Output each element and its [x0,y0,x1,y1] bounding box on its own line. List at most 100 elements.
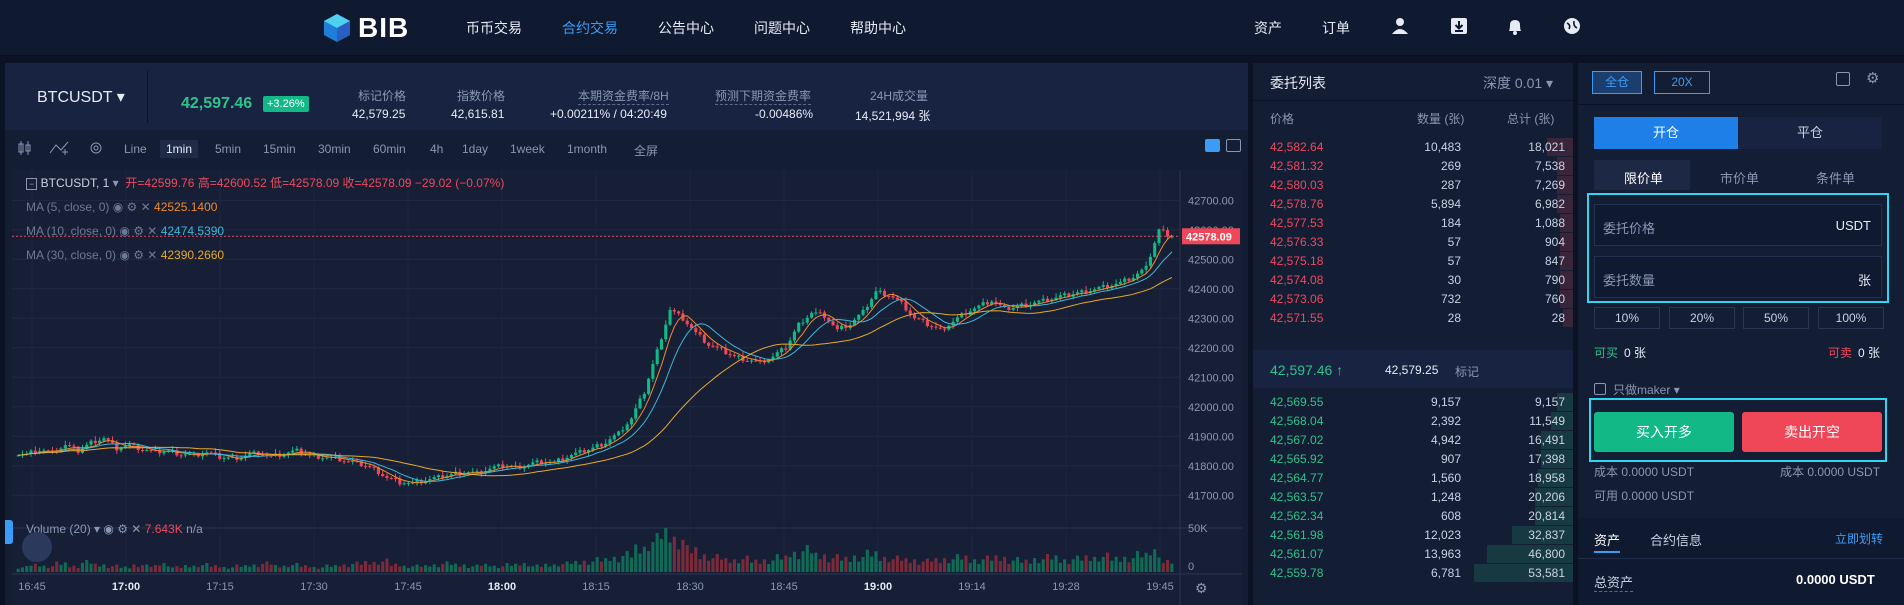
bid-row[interactable]: 42,564.77 1,560 18,958 [1253,468,1573,488]
bid-row[interactable]: 42,565.92 907 17,398 [1253,449,1573,469]
chart-snapshot-icon[interactable] [22,532,52,562]
ask-row[interactable]: 42,582.64 10,483 18,021 [1253,137,1573,157]
ask-row[interactable]: 42,575.18 57 847 [1253,251,1573,271]
user-icon[interactable] [1389,15,1411,37]
price-field[interactable]: 委托价格 USDT [1594,204,1882,246]
candle-body [1045,298,1050,302]
nav-spot-trade[interactable]: 币币交易 [466,20,522,36]
pct-100-button[interactable]: 100% [1818,307,1884,329]
eye-icon[interactable]: ◉ ⚙ ✕ [119,224,158,238]
leverage-button[interactable]: 20X [1654,71,1710,94]
volume-bar [1084,555,1088,572]
tf-15min[interactable]: 15min [263,142,296,156]
contract-info-tab[interactable]: 合约信息 [1650,533,1703,548]
close-position-tab[interactable]: 平仓 [1738,117,1882,149]
ask-row[interactable]: 42,573.06 732 760 [1253,289,1573,309]
chart-toolbar [5,133,1248,165]
bid-row[interactable]: 42,561.98 12,023 32,837 [1253,525,1573,545]
volume-bar [544,563,548,572]
candle-view-icon[interactable] [1205,139,1220,152]
pct-50-button[interactable]: 50% [1743,307,1809,329]
chevron-down-icon[interactable]: ▾ ◉ ⚙ ✕ [94,522,142,536]
transfer-link[interactable]: 立即划转 [1835,532,1884,546]
depth-view-icon[interactable] [1226,139,1241,152]
tf-1month[interactable]: 1month [567,142,608,156]
bid-row[interactable]: 42,567.02 4,942 16,491 [1253,430,1573,450]
nav-contract-trade[interactable]: 合约交易 [562,20,618,36]
margin-mode-button[interactable]: 全仓 [1592,71,1642,94]
eye-icon[interactable]: ◉ ⚙ ✕ [112,200,151,214]
ask-row[interactable]: 42,574.08 30 790 [1253,270,1573,290]
open-position-tab[interactable]: 开仓 [1594,117,1738,149]
bid-row[interactable]: 42,568.04 2,392 11,549 [1253,411,1573,431]
collapse-icon[interactable]: − [26,178,38,190]
pct-10-button[interactable]: 10% [1594,307,1660,329]
tf-1min[interactable]: 1min [160,140,199,158]
maker-only-label[interactable]: 只做maker ▾ [1613,383,1680,397]
sell-short-button[interactable]: 卖出开空 [1742,412,1882,452]
ask-price: 42,576.33 [1270,235,1324,249]
tf-30min[interactable]: 30min [318,142,351,156]
buy-long-button[interactable]: 买入开多 [1594,412,1734,452]
bid-total: 53,581 [1528,566,1565,580]
pct-20-button[interactable]: 20% [1669,307,1735,329]
chevron-down-icon[interactable]: ▾ [112,176,119,190]
limit-order-tab[interactable]: 限价单 [1624,171,1664,186]
volume-bar [1170,563,1174,572]
tf-4h[interactable]: 4h [430,142,444,156]
symbol-selector[interactable]: BTCUSDT ▾ [37,89,125,106]
price-chart[interactable]: 42700.0042600.0042500.0042400.0042300.00… [12,170,1242,605]
gear-icon[interactable]: ⚙ [1866,70,1880,87]
nav-orders[interactable]: 订单 [1322,20,1350,36]
ask-row[interactable]: 42,576.33 57 904 [1253,232,1573,252]
tf-line[interactable]: Line [124,142,147,156]
language-icon[interactable] [1561,15,1583,37]
bid-row[interactable]: 42,562.34 608 20,814 [1253,506,1573,526]
ask-row[interactable]: 42,577.53 184 1,088 [1253,213,1573,233]
candle-type-icon[interactable] [18,141,31,155]
nav-announcements[interactable]: 公告中心 [658,20,714,36]
depth-selector[interactable]: 深度 0.01 ▾ [1483,75,1554,91]
eye-icon[interactable]: ◉ ⚙ ✕ [119,248,158,262]
tf-1day[interactable]: 1day [462,142,489,156]
tf-60min[interactable]: 60min [373,142,406,156]
nav-faq[interactable]: 问题中心 [754,20,810,36]
assets-tab[interactable]: 资产 [1594,530,1621,553]
predicted-funding-label[interactable]: 预测下期资金费率 [715,89,812,105]
indicator-icon[interactable] [49,141,69,155]
bell-icon[interactable] [1504,15,1526,37]
tf-fullscreen[interactable]: 全屏 [634,144,659,158]
candle-body [316,454,320,459]
funding-rate-label[interactable]: 本期资金费率/8H [578,89,669,105]
ask-row[interactable]: 42,580.03 287 7,269 [1253,175,1573,195]
ask-row[interactable]: 42,578.76 5,894 6,982 [1253,194,1573,214]
y-tick-label: 42100.00 [1188,372,1234,384]
maker-only-checkbox[interactable] [1594,383,1606,395]
bid-row[interactable]: 42,559.78 6,781 53,581 [1253,563,1573,583]
can-buy-label: 可买 [1594,346,1619,360]
market-order-tab[interactable]: 市价单 [1720,171,1760,186]
volume-bar [968,562,972,572]
index-price-label: 指数价格 [457,89,506,103]
conditional-order-tab[interactable]: 条件单 [1816,171,1856,186]
download-icon[interactable] [1448,15,1470,37]
nav-assets[interactable]: 资产 [1254,20,1282,36]
ask-row[interactable]: 42,581.32 269 7,538 [1253,156,1573,176]
volume-bar [368,564,372,572]
bid-row[interactable]: 42,569.55 9,157 9,157 [1253,392,1573,412]
bid-row[interactable]: 42,561.07 13,963 46,800 [1253,544,1573,564]
bid-row[interactable]: 42,563.57 1,248 20,206 [1253,487,1573,507]
ask-row[interactable]: 42,571.55 28 28 [1253,308,1573,328]
settings-icon[interactable] [90,142,102,154]
tf-5min[interactable]: 5min [215,142,242,156]
tf-1week[interactable]: 1week [510,142,545,156]
x-tick-label: 17:30 [300,581,328,593]
chart-settings-icon[interactable]: ⚙ [1195,580,1208,596]
nav-help[interactable]: 帮助中心 [850,20,906,36]
side-toggle-handle[interactable] [5,520,13,544]
volume-bar [226,568,230,572]
calculator-icon[interactable] [1836,72,1850,86]
quantity-field[interactable]: 委托数量 张 [1594,256,1882,298]
candle-body [587,450,591,453]
logo[interactable]: BIB [322,10,409,46]
